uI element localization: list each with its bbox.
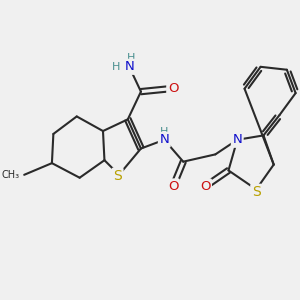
Text: S: S — [252, 185, 261, 199]
Text: CH₃: CH₃ — [2, 170, 20, 180]
Text: O: O — [168, 180, 178, 193]
Text: O: O — [168, 82, 178, 95]
Text: H: H — [160, 127, 169, 136]
Text: N: N — [159, 133, 169, 146]
Text: H: H — [127, 53, 135, 63]
Text: S: S — [113, 169, 122, 183]
Text: N: N — [124, 60, 134, 73]
Text: N: N — [232, 133, 242, 146]
Text: O: O — [200, 180, 210, 193]
Text: H: H — [112, 62, 120, 72]
